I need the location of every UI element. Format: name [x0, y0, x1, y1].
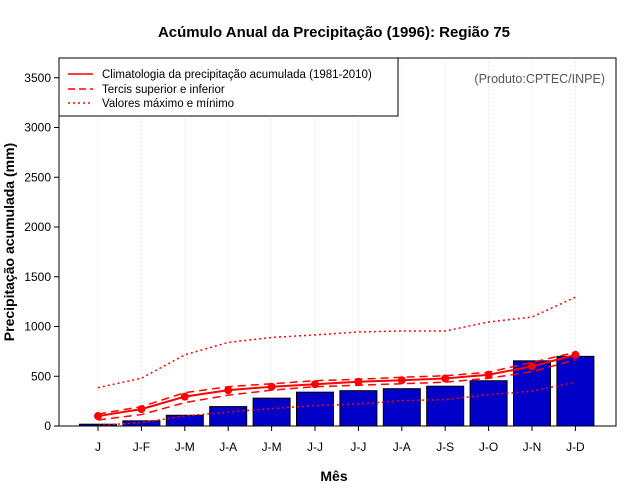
series-line-solid-0	[97, 353, 576, 418]
bars	[79, 355, 595, 427]
lines	[94, 296, 580, 427]
bar-10	[469, 380, 508, 427]
bar-11	[513, 360, 551, 427]
x-tick-label: J-A	[393, 440, 411, 454]
x-tick-label: J-M	[262, 440, 282, 454]
y-tick-label: 0	[44, 419, 51, 433]
bar-4	[209, 406, 248, 427]
climatology-point	[224, 386, 233, 395]
y-axis: 0 500 1000 1500 2000 2500 3000 3500	[24, 71, 59, 433]
bar-6	[296, 391, 334, 427]
bar-5	[252, 397, 291, 427]
climatology-point	[441, 374, 450, 383]
y-tick-label: 3500	[24, 71, 51, 85]
climatology-point	[180, 392, 189, 401]
climatology-point	[571, 350, 580, 359]
climatology-point	[397, 376, 406, 385]
y-tick-label: 1500	[24, 270, 51, 284]
legend-label-extremos: Valores máximo e mínimo	[102, 98, 234, 110]
x-tick-label: J-J	[307, 440, 323, 454]
bar-7	[339, 390, 378, 427]
y-tick-label: 500	[31, 369, 51, 383]
x-tick-label: J-O	[479, 440, 498, 454]
x-tick-label: J-M	[175, 440, 195, 454]
x-tick-label: J	[95, 440, 101, 454]
climatology-point	[267, 382, 276, 391]
y-axis-title: Precipitação acumulada (mm)	[1, 143, 17, 341]
grid	[97, 58, 576, 426]
bar-12	[556, 355, 595, 427]
y-tick-label: 2000	[24, 220, 51, 234]
y-tick-label: 3000	[24, 121, 51, 135]
x-tick-label: J-D	[566, 440, 585, 454]
x-tick-label: J-N	[523, 440, 542, 454]
legend-label-tercis: Tercis superior e inferior	[102, 84, 225, 96]
legend-box	[58, 57, 399, 117]
bar-8	[382, 388, 421, 427]
bar-3	[165, 414, 204, 427]
credit-text: (Produto:CPTEC/INPE)	[474, 72, 605, 86]
bar-9	[426, 385, 465, 427]
y-tick-label: 2500	[24, 170, 51, 184]
x-tick-label: J-A	[219, 440, 237, 454]
chart-title: Acúmulo Anual da Precipitação (1996): Re…	[158, 24, 510, 41]
x-axis: J J-F J-M J-A J-M J-J J-J J-A J-S J-O J-N J-D	[95, 426, 585, 454]
legend: Climatologia da precipitação acumulada (…	[58, 57, 399, 117]
series-line-dotted-4	[97, 381, 576, 427]
series-line-dotted-3	[97, 296, 576, 389]
series-line-dashed-2	[97, 359, 576, 421]
climatology-point	[528, 362, 536, 371]
x-tick-label: J-F	[133, 440, 150, 454]
y-tick-label: 1000	[24, 320, 51, 334]
x-tick-label: J-J	[350, 440, 366, 454]
legend-label-climatologia: Climatologia da precipitação acumulada (…	[102, 69, 372, 81]
x-axis-title: Mês	[320, 468, 347, 484]
series-line-dashed-1	[97, 351, 576, 415]
x-tick-label: J-S	[436, 440, 454, 454]
